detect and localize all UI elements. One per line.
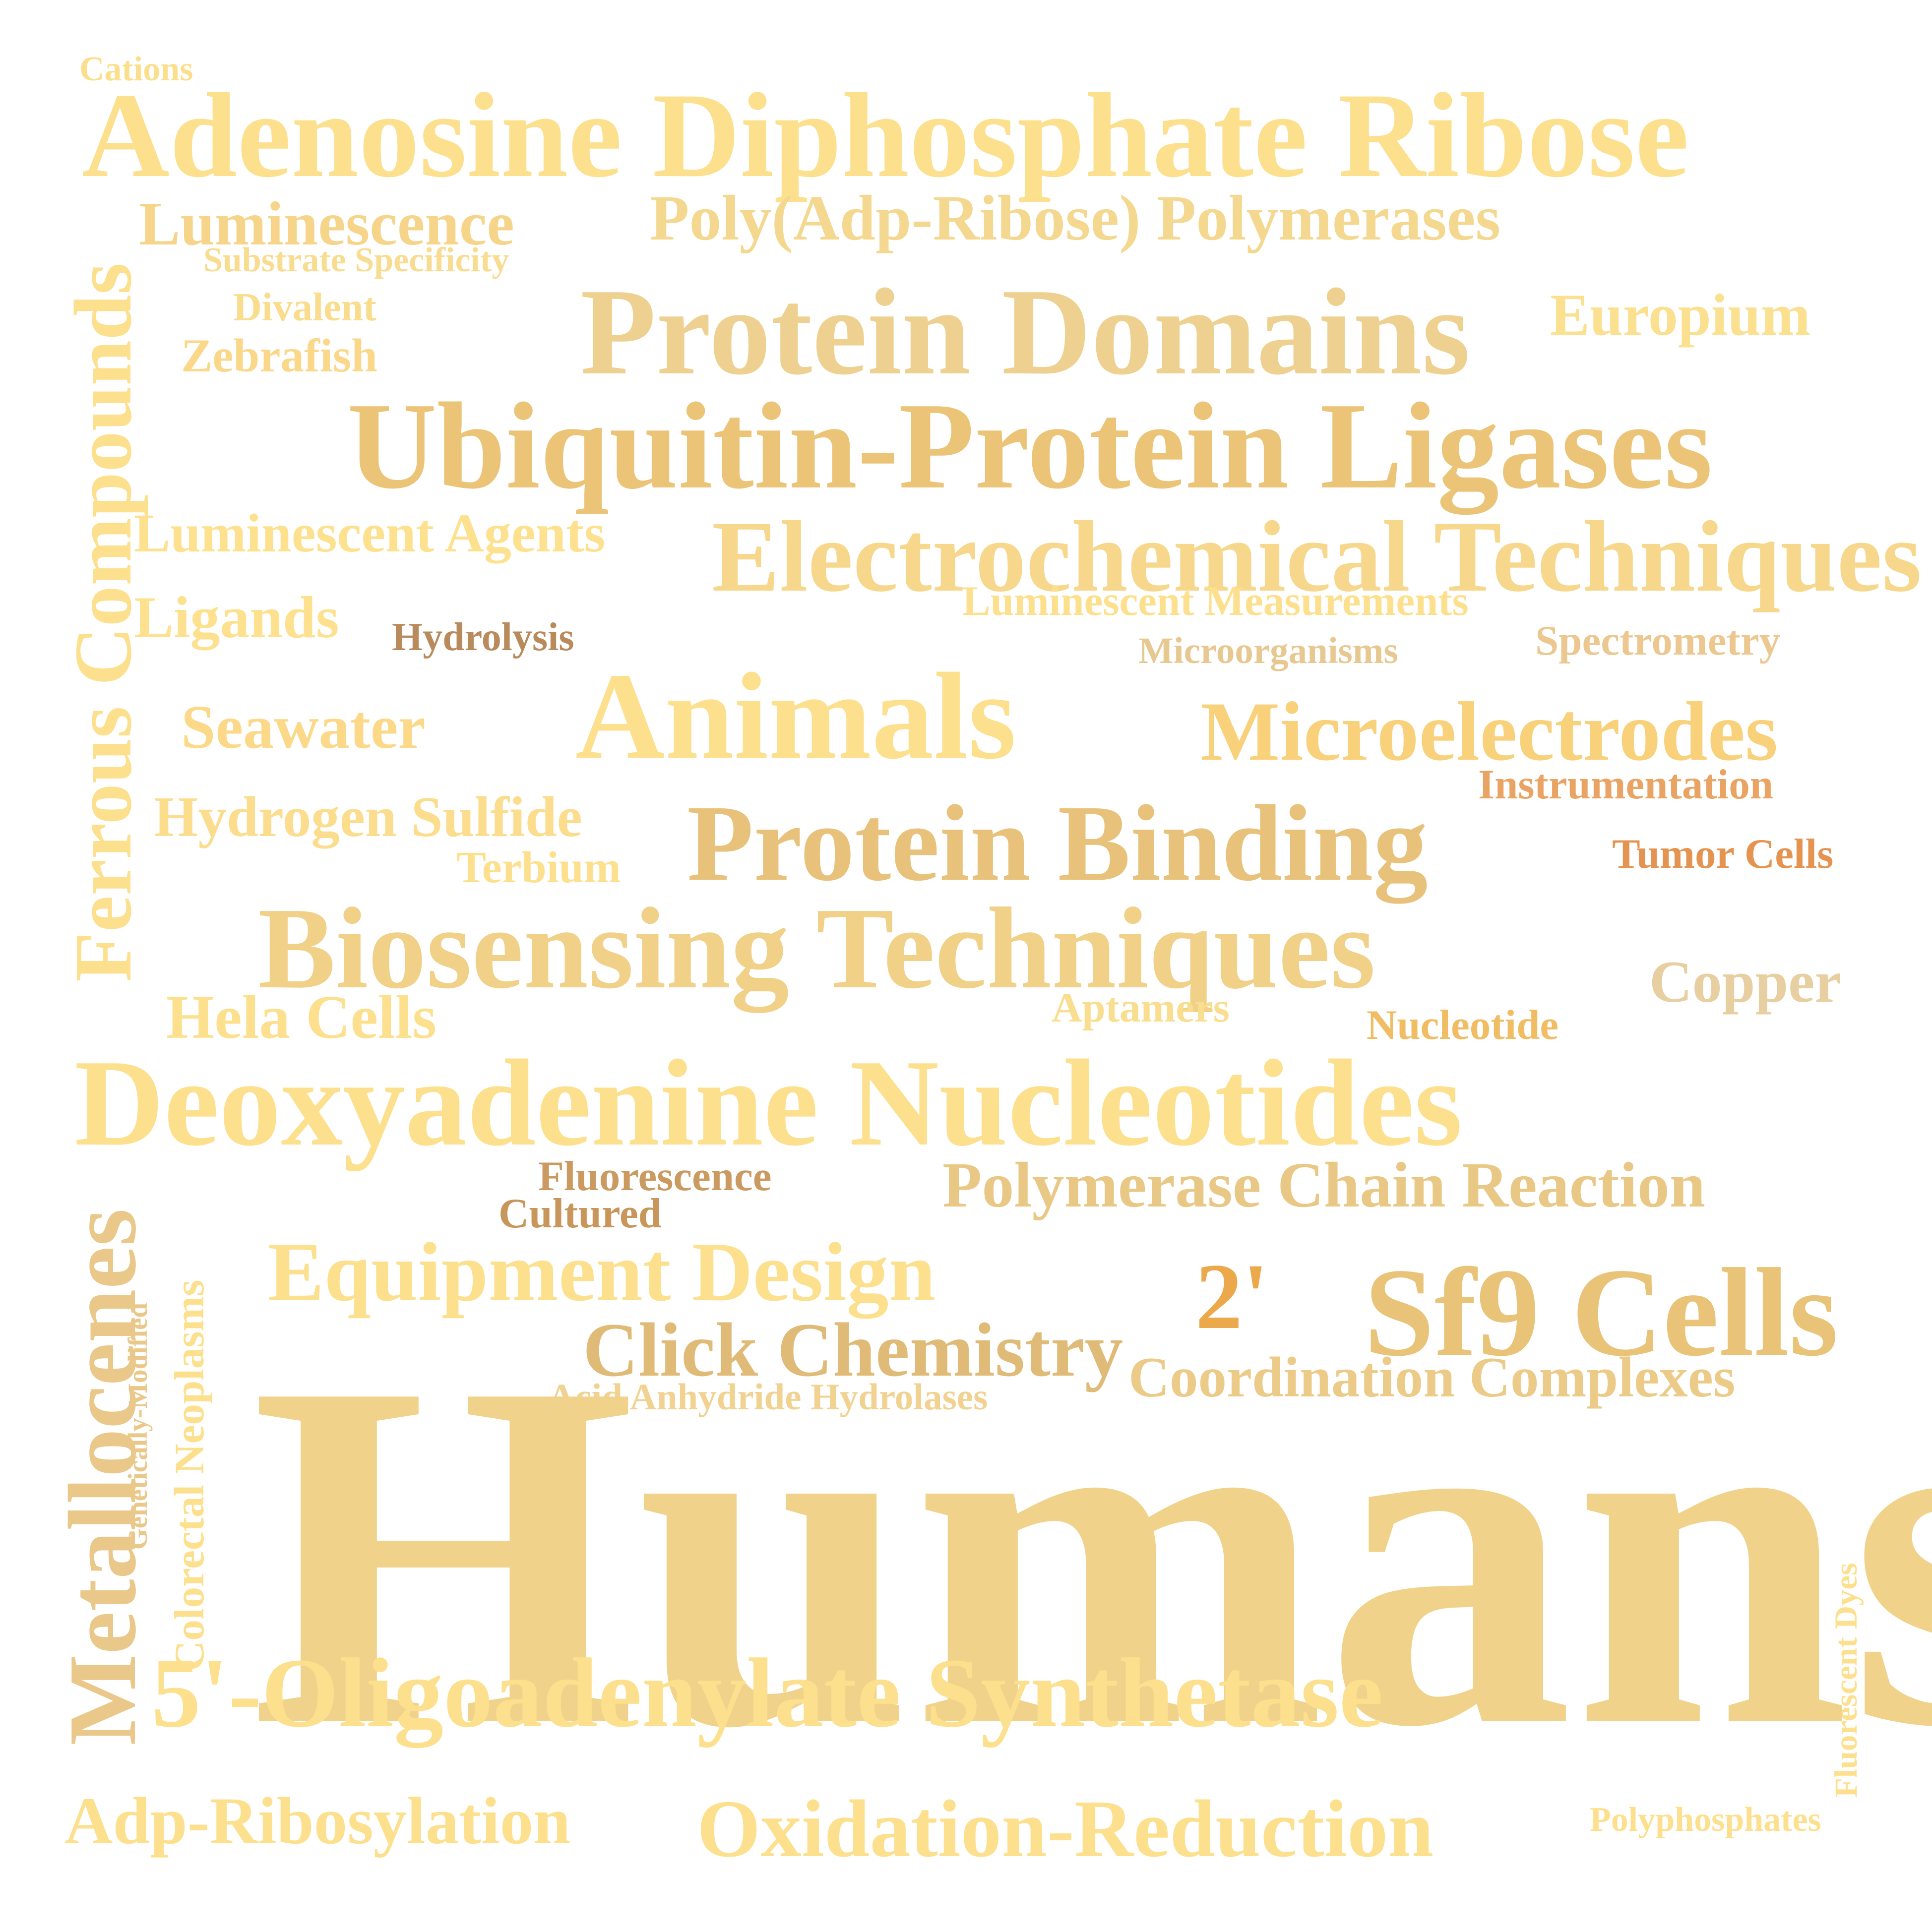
word-electrochemical-techniques: Electrochemical Techniques [712, 500, 1922, 613]
word-animals: Animals [575, 648, 1017, 785]
word-ligands: Ligands [134, 584, 339, 650]
word-hydrogen-sulfide: Hydrogen Sulfide [154, 785, 582, 848]
word-coordination-complexes: Coordination Complexes [1128, 1346, 1736, 1409]
word-2-prime: 2' [1195, 1245, 1269, 1349]
word-biosensing-techniques: Biosensing Techniques [258, 884, 1376, 1013]
word-polymerase-chain-reaction: Polymerase Chain Reaction [942, 1149, 1706, 1221]
word-genetically-modified: Genetically-Modified [123, 1303, 153, 1550]
word-copper: Copper [1649, 949, 1841, 1015]
word-nucleotide: Nucleotide [1367, 1002, 1559, 1048]
word-5-oligoadenylate-synthetase: 5'-Oligoadenylate Synthetase [151, 1638, 1383, 1748]
word-hydrolysis: Hydrolysis [392, 615, 574, 659]
word-substrate-specificity: Substrate Specificity [203, 241, 509, 279]
word-spectrometry: Spectrometry [1535, 617, 1781, 664]
word-zebrafish: Zebrafish [181, 329, 377, 382]
word-acid-anhydride-hydrolases: Acid Anhydride Hydrolases [548, 1377, 988, 1418]
word-cations: Cations [79, 50, 193, 88]
word-hela-cells: Hela Cells [166, 983, 437, 1052]
word-tumor-cells: Tumor Cells [1612, 831, 1834, 877]
word-cultured: Cultured [499, 1190, 662, 1237]
word-luminescent-measurements: Luminescent Measurements [962, 578, 1469, 624]
word-humans: Humans [250, 1280, 1932, 1829]
word-polyphosphates: Polyphosphates [1590, 1801, 1821, 1839]
word-divalent: Divalent [233, 286, 376, 329]
word-adp-ribosylation: Adp-Ribosylation [64, 1784, 571, 1858]
word-sf9-cells: Sf9 Cells [1364, 1243, 1839, 1383]
word-equipment-design: Equipment Design [268, 1225, 936, 1319]
word-europium: Europium [1550, 282, 1810, 348]
word-poly-adp-ribose-polymerases: Poly(Adp-Ribose) Polymerases [650, 182, 1501, 254]
word-protein-domains: Protein Domains [580, 263, 1470, 401]
word-microelectrodes: Microelectrodes [1200, 685, 1778, 778]
word-aptamers: Aptamers [1052, 984, 1230, 1031]
word-deoxyadenine-nucleotides: Deoxyadenine Nucleotides [74, 1034, 1463, 1172]
word-protein-binding: Protein Binding [687, 783, 1428, 904]
word-ubiquitin-protein-ligases: Ubiquitin-Protein Ligases [347, 377, 1713, 515]
word-click-chemistry: Click Chemistry [583, 1307, 1123, 1392]
word-instrumentation: Instrumentation [1478, 761, 1774, 808]
word-colorectal-neoplasms: Colorectal Neoplasms [166, 1279, 213, 1671]
word-microorganisms: Microorganisms [1138, 630, 1398, 671]
word-fluorescence: Fluorescence [538, 1153, 772, 1200]
word-terbium: Terbium [456, 843, 621, 892]
word-adenosine-diphosphate-ribose: Adenosine Diphosphate Ribose [82, 68, 1689, 202]
word-ferrous-compounds: Ferrous Compounds [58, 262, 148, 982]
word-luminescent-agents: Luminescent Agents [134, 503, 606, 563]
word-fluorescent-dyes: Fluorescent Dyes [1828, 1563, 1864, 1798]
word-luminescence: Luminescence [139, 190, 514, 258]
word-seawater: Seawater [181, 693, 426, 762]
word-oxidation-reduction: Oxidation-Reduction [697, 1783, 1434, 1874]
